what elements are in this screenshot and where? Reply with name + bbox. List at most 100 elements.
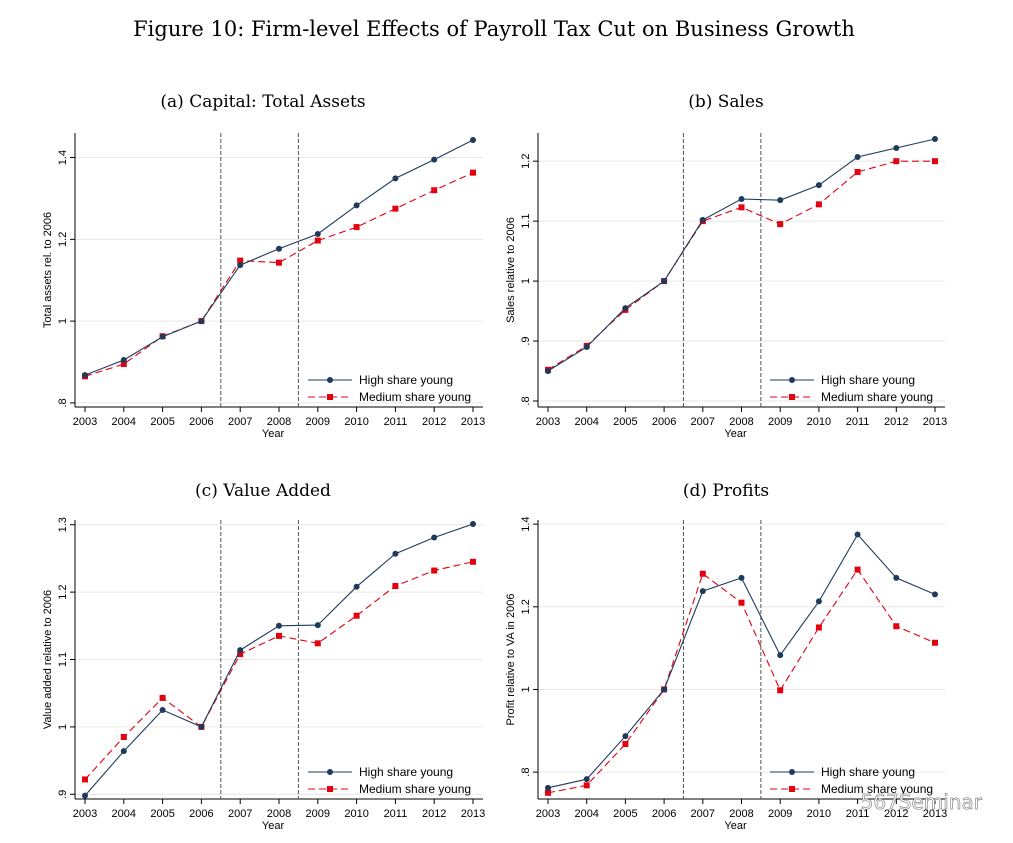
panel-d-ylabel: Profit relative to VA in 2006	[505, 594, 517, 726]
panel-d-xtick-label-0: 2003	[536, 808, 560, 820]
panel-a-legend-label-medium: Medium share young	[359, 390, 471, 404]
panel-d-xtick-label-8: 2011	[846, 808, 870, 820]
panel-a-ytick-label-2: 1.2	[57, 232, 69, 247]
figure-title: Figure 10: Firm-level Effects of Payroll…	[133, 17, 855, 41]
panel-b-legend-marker-medium	[789, 394, 795, 400]
panel-c-point-medium-2008	[276, 632, 282, 639]
panel-d-point-high-2006	[661, 686, 668, 693]
panel-b-point-medium-2012	[893, 158, 900, 165]
panel-a-ytick-label-1: 1	[57, 318, 69, 324]
panel-a-point-medium-2013	[470, 169, 476, 176]
panel-b-point-medium-2013	[932, 158, 938, 165]
panel-b-point-high-2005	[622, 305, 629, 312]
panel-c-point-high-2011	[392, 550, 399, 557]
panel-d-ytick-label-0: .8	[520, 768, 532, 777]
panel-d-ytick-label-3: 1.4	[520, 516, 532, 531]
panel-c-xtick-label-3: 2006	[189, 808, 213, 820]
panel-a-xtick-label-1: 2004	[112, 416, 136, 428]
panel-b: (b) Sales .8 .9 1 1.1 1.2 2003 2004 2005 2006 2007…	[505, 92, 947, 440]
panel-a-point-high-2012	[431, 156, 438, 163]
panel-d-point-medium-2013	[932, 639, 938, 646]
panel-a-point-high-2004	[120, 356, 127, 363]
panel-d-point-high-2003	[545, 784, 551, 791]
panel-a-xtick-label-4: 2007	[228, 416, 252, 428]
panel-c-legend-marker-medium	[327, 786, 333, 792]
panel-a-series-line-high	[84, 139, 474, 376]
panel-c-point-high-2005	[159, 707, 166, 714]
panel-b-ytick-label-3: 1.1	[520, 213, 532, 228]
panel-d-series-line-high	[547, 533, 936, 789]
panel-d-point-high-2004	[583, 776, 590, 783]
panel-a-legend-marker-high	[327, 377, 333, 383]
panel-b-point-high-2010	[815, 182, 822, 189]
panel-d-point-high-2005	[622, 733, 629, 740]
panel-c-point-medium-2011	[392, 583, 399, 590]
panel-a-point-medium-2008	[276, 259, 282, 266]
panel-c-xtick-label-4: 2007	[228, 808, 252, 820]
panel-a-xtick-label-2: 2005	[150, 416, 174, 428]
panel-d-legend-label-medium: Medium share young	[821, 782, 933, 796]
panel-a-xtick-label-9: 2012	[422, 416, 446, 428]
panel-c-xlabel: Year	[262, 820, 285, 832]
panel-d-point-medium-2010	[815, 624, 822, 631]
panel-b-xtick-label-7: 2010	[807, 416, 831, 428]
panel-a-point-high-2011	[392, 175, 399, 182]
panel-a-xlabel: Year	[262, 428, 285, 440]
panel-c-xtick-label-9: 2012	[422, 808, 446, 820]
panel-b-xtick-label-9: 2012	[884, 416, 908, 428]
panel-c: (c) Value Added .9 1 1.1 1.2 1.3 2003 2004 2005 2…	[42, 481, 485, 832]
panel-a-xtick-label-0: 2003	[73, 416, 97, 428]
panel-a-point-high-2009	[314, 231, 321, 238]
panel-b-point-high-2003	[545, 368, 551, 375]
panel-d-xtick-label-2: 2005	[613, 808, 637, 820]
panel-b-point-high-2004	[583, 344, 590, 351]
panel-d-legend-marker-medium	[789, 786, 795, 792]
panel-b-point-medium-2010	[815, 201, 822, 208]
panel-c-point-high-2004	[120, 748, 127, 755]
panel-b-xlabel: Year	[724, 428, 747, 440]
panel-d: (d) Profits .8 1 1.2 1.4 2003 2004 2005 2006 2007…	[505, 481, 947, 832]
panel-b-ytick-label-1: .9	[520, 336, 532, 345]
panel-b-ylabel: Sales relative to 2006	[505, 217, 517, 323]
panel-a-xtick-label-7: 2010	[344, 416, 368, 428]
panel-d-point-high-2009	[777, 652, 784, 659]
panel-c-point-medium-2004	[120, 734, 127, 740]
panel-c-point-high-2009	[314, 622, 321, 629]
panel-c-ylabel: Value added relative to 2006	[42, 590, 54, 729]
panel-b-point-high-2007	[699, 216, 706, 223]
panel-c-legend-marker-high	[327, 769, 333, 775]
panel-d-xtick-label-7: 2010	[807, 808, 831, 820]
panel-a-point-high-2003	[82, 372, 88, 379]
panel-a-xtick-label-3: 2006	[189, 416, 213, 428]
panel-c-xtick-label-6: 2009	[306, 808, 330, 820]
panel-d-xtick-label-6: 2009	[768, 808, 792, 820]
panel-c-point-high-2006	[198, 723, 205, 730]
panel-a-xtick-label-6: 2009	[306, 416, 330, 428]
panel-b-xtick-label-10: 2013	[923, 416, 947, 428]
panel-a-point-medium-2007	[237, 257, 244, 264]
panel-a-point-high-2006	[198, 318, 205, 325]
panel-b-point-medium-2011	[854, 168, 861, 175]
panel-d-xtick-label-3: 2006	[652, 808, 676, 820]
panel-c-point-high-2013	[470, 521, 476, 528]
panel-a-xtick-label-10: 2013	[461, 416, 485, 428]
panel-a-title: (a) Capital: Total Assets	[160, 92, 365, 112]
panel-a-xtick-label-8: 2011	[384, 416, 408, 428]
panel-c-point-medium-2007	[237, 651, 244, 658]
panel-a-point-medium-2009	[314, 237, 321, 244]
panel-c-ytick-label-1: 1	[57, 724, 69, 730]
panel-c-title: (c) Value Added	[195, 481, 331, 501]
panel-b-ytick-label-2: 1	[520, 278, 532, 284]
panel-d-ytick-label-2: 1.2	[520, 599, 532, 614]
panel-c-legend-label-medium: Medium share young	[359, 782, 471, 796]
panel-c-xtick-label-1: 2004	[112, 808, 136, 820]
panel-a-ylabel: Total assets rel. to 2006	[42, 212, 54, 328]
panel-d-xtick-label-9: 2012	[884, 808, 908, 820]
panel-c-xtick-label-10: 2013	[461, 808, 485, 820]
panel-b-xtick-label-0: 2003	[536, 416, 560, 428]
panel-c-point-high-2012	[431, 534, 438, 541]
panel-a-series-line-medium	[84, 172, 474, 377]
panel-a-point-medium-2004	[120, 361, 127, 368]
panel-c-xtick-label-2: 2005	[150, 808, 174, 820]
watermark-text: 567Seminar	[861, 790, 983, 814]
